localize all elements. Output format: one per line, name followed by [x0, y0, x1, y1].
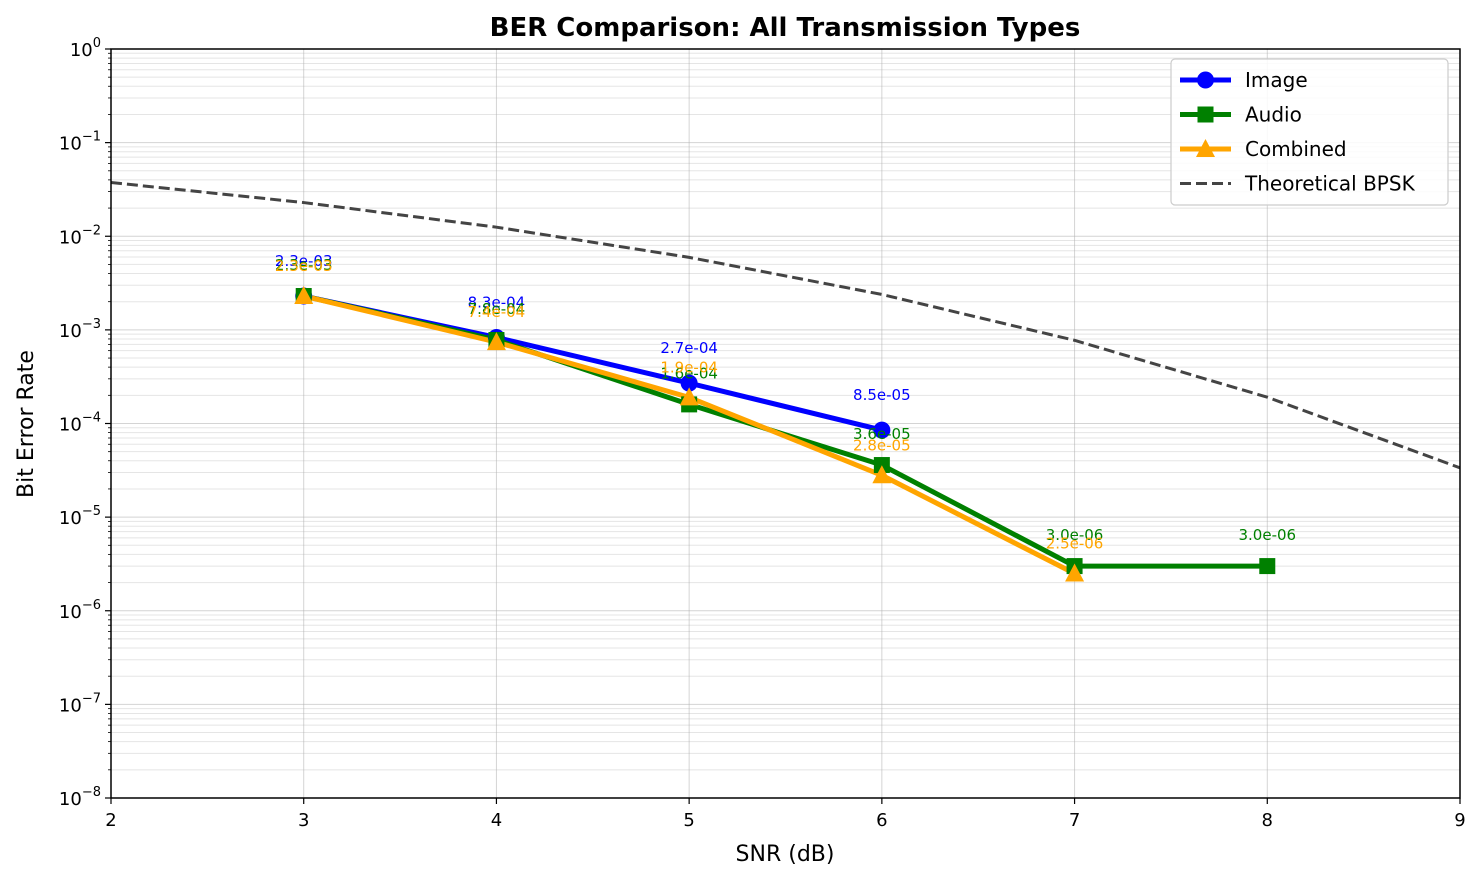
data-label: 1.9e-04	[660, 358, 718, 376]
series-layer	[111, 181, 1460, 582]
data-point	[679, 387, 699, 406]
data-point	[872, 465, 892, 484]
data-label: 1.6e-04	[660, 364, 718, 382]
legend-box	[1170, 58, 1449, 206]
y-tick-label: 100	[70, 36, 101, 61]
y-tick-label: 10−3	[59, 317, 101, 342]
legend-label: Combined	[1245, 137, 1347, 161]
y-tick-label: 10−6	[59, 598, 101, 623]
legend-label: Theoretical BPSK	[1244, 172, 1416, 196]
plot-frame	[110, 48, 1461, 799]
data-label: 3.6e-05	[853, 425, 911, 443]
data-label: 2.3e-03	[275, 256, 333, 274]
data-point	[873, 457, 890, 474]
legend: Image Audio Combined Theoretical BPSK	[1170, 58, 1449, 206]
data-label: 7.8e-04	[468, 300, 526, 318]
x-tick-label: 5	[683, 810, 694, 831]
series-line	[111, 181, 1460, 470]
legend-label: Image	[1245, 68, 1308, 92]
data-label: 7.4e-04	[468, 303, 526, 321]
data-point	[1065, 563, 1085, 582]
y-tick-label: 10−1	[59, 130, 101, 155]
data-point	[1259, 558, 1276, 575]
x-tick-label: 4	[491, 810, 502, 831]
legend-label: Audio	[1245, 103, 1302, 127]
data-point	[1197, 71, 1214, 89]
x-tick-label: 2	[105, 810, 116, 831]
data-point	[486, 332, 506, 351]
data-point	[680, 374, 698, 392]
y-tick-label: 10−7	[59, 691, 101, 716]
x-tick-label: 3	[298, 810, 309, 831]
y-tick-label: 10−8	[59, 785, 101, 810]
data-label: 2.8e-05	[853, 436, 911, 454]
y-tick-label: 10−5	[59, 504, 101, 529]
data-point	[873, 421, 891, 439]
x-tick-label: 6	[876, 810, 887, 831]
x-tick-label: 9	[1454, 810, 1465, 831]
data-label: 2.5e-06	[1046, 534, 1104, 552]
plot-area: 2 3 4 5 6 7 8 9 10−8 10−7 10−6 10−5 10−4 10−3 10−2 10−1…	[59, 36, 1466, 831]
series-line	[303, 293, 1268, 569]
y-axis-label: Bit Error Rate	[14, 350, 39, 498]
x-tick-label: 8	[1262, 810, 1273, 831]
x-tick-label: 7	[1069, 810, 1080, 831]
y-tick-label: 10−2	[59, 223, 101, 248]
data-point	[294, 286, 314, 305]
data-point	[1197, 106, 1214, 123]
data-label: 3.0e-06	[1238, 526, 1296, 544]
data-label: 2.3e-03	[275, 257, 333, 275]
data-point	[1196, 139, 1215, 157]
data-label: 2.7e-04	[660, 339, 718, 357]
data-label: 8.5e-05	[853, 386, 911, 404]
x-axis-label: SNR (dB)	[736, 842, 835, 867]
chart-title: BER Comparison: All Transmission Types	[490, 13, 1081, 43]
data-label: 8.3e-04	[468, 293, 526, 311]
y-tick-label: 10−4	[59, 411, 101, 436]
data-label: 2.3e-03	[275, 252, 333, 270]
data-label: 3.0e-06	[1046, 526, 1104, 544]
